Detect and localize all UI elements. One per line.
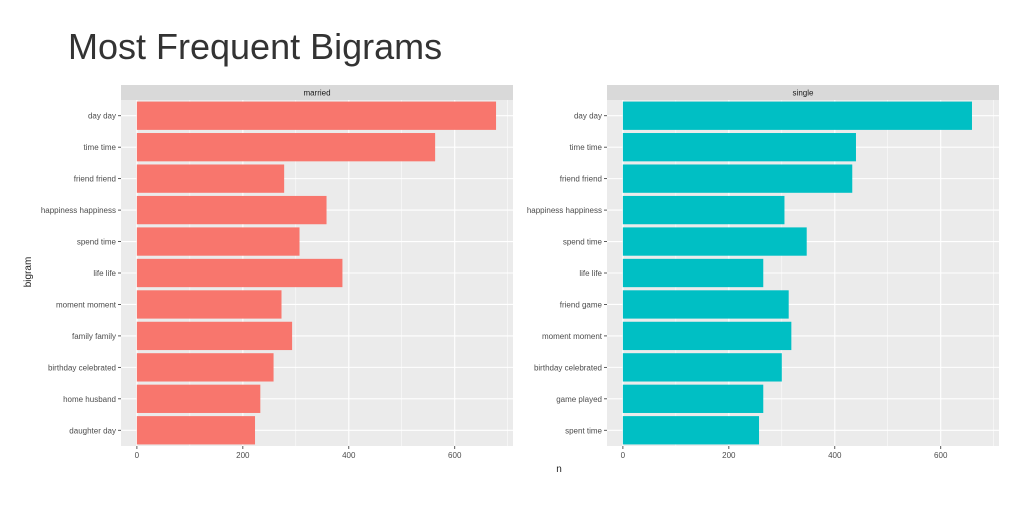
- facet-strip: [607, 85, 999, 100]
- bar-single: [622, 164, 853, 193]
- y-axis-title: bigram: [23, 257, 34, 288]
- bar-single: [622, 384, 764, 413]
- x-tick-label: 200: [236, 451, 250, 460]
- x-axis-title: n: [556, 464, 562, 475]
- bar-married: [136, 164, 285, 193]
- facet-strip-label: married: [303, 89, 330, 98]
- y-tick-label: birthday celebrated: [48, 363, 116, 372]
- bar-single: [622, 416, 760, 445]
- bar-single: [622, 290, 789, 319]
- x-tick-label: 0: [621, 451, 626, 460]
- bar-married: [136, 290, 282, 319]
- y-tick-label: friend friend: [560, 175, 602, 184]
- bar-married: [136, 258, 343, 288]
- bar-single: [622, 227, 807, 256]
- y-tick-label: home husband: [63, 395, 116, 404]
- bar-single: [622, 195, 785, 225]
- y-tick-label: spend time: [77, 238, 117, 247]
- facet-panel-married: married 0 200 400 600 day day time time friend …: [41, 85, 513, 460]
- x-tick-label: 400: [828, 451, 842, 460]
- y-tick-label: moment moment: [542, 332, 603, 341]
- facet-panels: married 0 200 400 600 day day time time friend …: [41, 85, 999, 460]
- y-tick-label: time time: [570, 143, 603, 152]
- x-tick-label: 600: [448, 451, 462, 460]
- y-tick-label: time time: [84, 143, 117, 152]
- bar-married: [136, 416, 256, 445]
- y-tick-label: friend friend: [74, 175, 116, 184]
- bar-single: [622, 258, 764, 288]
- bar-single: [622, 101, 972, 130]
- x-tick-label: 600: [934, 451, 948, 460]
- facet-panel-single: single 0 200 400 600 day day time time friend f…: [527, 85, 999, 460]
- bar-married: [136, 321, 293, 351]
- y-tick-label: life life: [579, 269, 602, 278]
- y-tick-label: birthday celebrated: [534, 363, 602, 372]
- bar-married: [136, 195, 327, 225]
- bar-married: [136, 133, 436, 162]
- bar-married: [136, 227, 300, 256]
- y-tick-label: life life: [93, 269, 116, 278]
- y-tick-label: spend time: [563, 238, 603, 247]
- y-tick-label: moment moment: [56, 300, 117, 309]
- facet-strip-label: single: [793, 89, 814, 98]
- facet-strip: [121, 85, 513, 100]
- page-title: Most Frequent Bigrams: [68, 26, 443, 67]
- x-tick-label: 200: [722, 451, 736, 460]
- y-tick-label: friend game: [560, 300, 603, 309]
- bar-single: [622, 133, 856, 162]
- y-tick-label: happiness happiness: [41, 206, 116, 215]
- y-tick-label: daughter day: [69, 426, 116, 435]
- y-tick-label: game played: [556, 395, 602, 404]
- bar-married: [136, 384, 261, 413]
- x-tick-label: 0: [135, 451, 140, 460]
- bar-married: [136, 353, 274, 382]
- y-tick-label: day day: [574, 112, 602, 121]
- y-tick-label: family family: [72, 332, 116, 341]
- bar-married: [136, 101, 497, 130]
- bar-single: [622, 353, 782, 382]
- y-tick-label: spent time: [565, 426, 602, 435]
- x-tick-label: 400: [342, 451, 356, 460]
- y-tick-label: day day: [88, 112, 116, 121]
- bar-single: [622, 321, 792, 351]
- y-tick-label: happiness happiness: [527, 206, 602, 215]
